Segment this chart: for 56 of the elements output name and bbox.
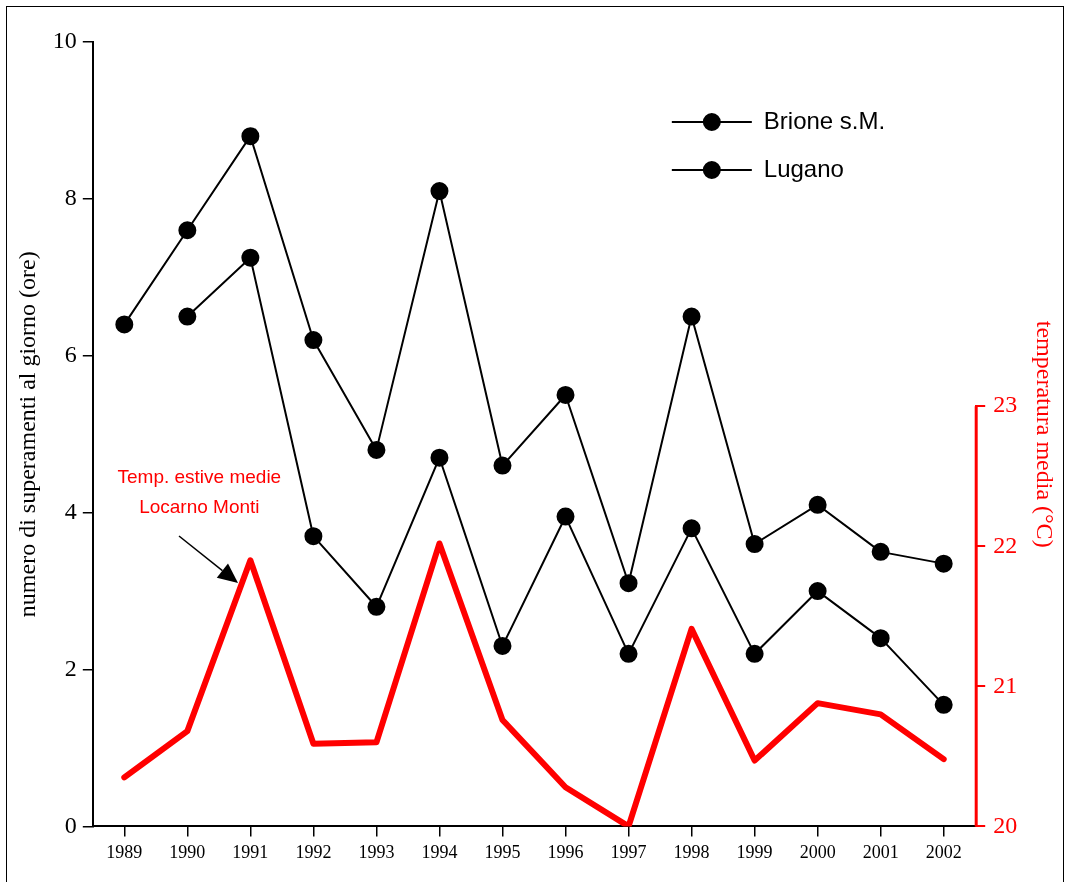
- point: [745, 535, 764, 554]
- point: [178, 307, 197, 326]
- point: [808, 582, 827, 601]
- point: [304, 527, 323, 546]
- point: [178, 221, 197, 240]
- y2-tick-label: 20: [993, 811, 1018, 838]
- y2-axis-title: temperatura media (°C): [1032, 320, 1059, 548]
- y-axis-title: numero di superamenti al giorno (ore): [13, 251, 40, 618]
- x-tick-label: 1999: [736, 841, 773, 862]
- point: [430, 182, 449, 201]
- x-tick-label: 2001: [862, 841, 899, 862]
- x-tick-label: 1996: [547, 841, 584, 862]
- annotation: Temp. estive medie Locarno Monti: [117, 465, 282, 517]
- point: [871, 629, 890, 648]
- y-tick-label: 2: [64, 654, 77, 681]
- point: [682, 519, 701, 538]
- point: [619, 644, 638, 663]
- y-tick-label: 8: [64, 184, 77, 211]
- x-tick-label: 2002: [925, 841, 962, 862]
- y-tick-label: 0: [64, 811, 77, 838]
- point: [619, 574, 638, 593]
- y-tick-label: 6: [64, 341, 77, 368]
- y2-tick-label: 21: [993, 671, 1018, 698]
- x-tick-label: 1991: [232, 841, 269, 862]
- point: [367, 440, 386, 459]
- point: [304, 331, 323, 350]
- legend-label: Lugano: [763, 154, 844, 182]
- x-tick-label: 1995: [484, 841, 521, 862]
- x-tick-label: 1997: [610, 841, 647, 862]
- point: [430, 448, 449, 467]
- point: [808, 495, 827, 514]
- point: [556, 385, 575, 404]
- x-tick-label: 2000: [799, 841, 836, 862]
- x-tick-label: 1998: [673, 841, 710, 862]
- point: [745, 644, 764, 663]
- x-tick-label: 1989: [106, 841, 143, 862]
- y2-tick-label: 23: [993, 391, 1018, 418]
- point: [493, 636, 512, 655]
- y2-tick-label: 22: [993, 531, 1018, 558]
- point: [871, 542, 890, 561]
- y-tick-label: 10: [52, 27, 77, 54]
- x-tick-label: 1992: [295, 841, 332, 862]
- legend-label: Brione s.M.: [763, 106, 886, 134]
- x-tick-label: 1993: [358, 841, 395, 862]
- point: [934, 554, 953, 573]
- x-tick-label: 1990: [169, 841, 206, 862]
- point: [367, 597, 386, 616]
- point: [493, 456, 512, 475]
- point: [241, 248, 260, 267]
- y-tick-label: 4: [64, 497, 77, 524]
- point: [934, 695, 953, 714]
- point: [682, 307, 701, 326]
- point: [241, 127, 260, 146]
- point: [556, 507, 575, 526]
- point: [115, 315, 134, 334]
- x-tick-label: 1994: [421, 841, 458, 862]
